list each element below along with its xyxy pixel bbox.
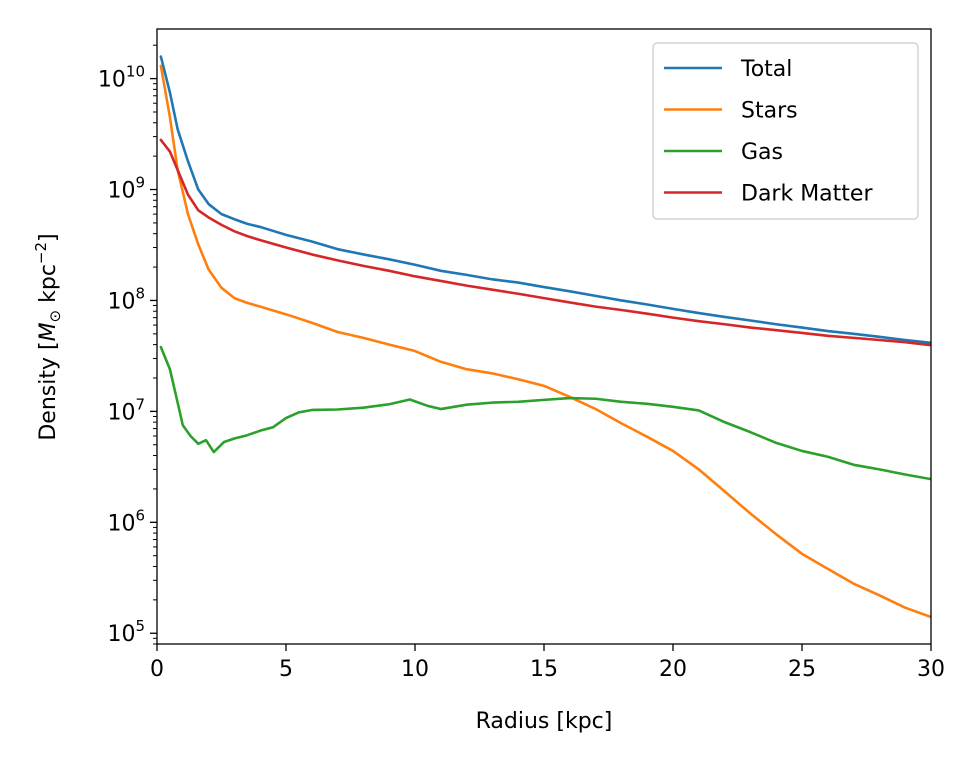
y-axis-title-symbol: M [36, 322, 61, 341]
x-tick-label: 0 [150, 657, 164, 682]
y-tick-label-exponent: 9 [135, 174, 145, 192]
x-tick-label: 25 [788, 657, 816, 682]
y-tick-label-exponent: 6 [135, 506, 145, 524]
y-tick-label: 107 [107, 395, 145, 425]
series-line-stars [159, 64, 931, 619]
x-tick-label: 15 [530, 657, 558, 682]
y-axis-title-suffix: ] [36, 233, 61, 242]
series-line-gas [159, 345, 931, 481]
y-tick-label: 105 [107, 617, 145, 647]
y-tick-label-exponent: 7 [135, 395, 145, 413]
x-tick-label: 30 [917, 657, 945, 682]
y-tick-label: 109 [107, 174, 145, 204]
legend-label: Gas [741, 140, 783, 165]
y-tick-label-exponent: 8 [135, 284, 145, 302]
x-tick-label: 5 [279, 657, 293, 682]
y-tick-label-exponent: 10 [126, 63, 145, 81]
y-axis-title-exponent: −2 [32, 242, 50, 264]
series-line-dark-matter [159, 138, 931, 347]
y-axis-title-unit: kpc [36, 264, 61, 310]
legend-label: Stars [741, 99, 798, 124]
legend-label: Total [740, 57, 792, 82]
legend-entries: Total Stars Gas Dark Matter [664, 57, 873, 207]
x-axis-title: Radius [kpc] [476, 709, 613, 734]
y-tick-label-exponent: 5 [135, 617, 145, 635]
series-line-total [159, 55, 931, 345]
y-tick-label-base: 10 [107, 400, 135, 425]
y-tick-label-base: 10 [107, 622, 135, 647]
legend-box [652, 42, 919, 220]
y-axis-title-subscript: ⊙ [46, 310, 64, 323]
y-axis-title-prefix: Density [ [36, 341, 61, 440]
x-axis: 0 5 10 15 20 25 30 [150, 644, 945, 682]
x-tick-label: 10 [401, 657, 429, 682]
y-tick-label-base: 10 [98, 68, 126, 93]
y-tick-label: 106 [107, 506, 145, 536]
y-axis-title: Density [M⊙ kpc−2] [32, 233, 64, 440]
y-tick-label-base: 10 [107, 289, 135, 314]
legend-label: Dark Matter [741, 182, 873, 207]
x-tick-label: 20 [659, 657, 687, 682]
y-tick-label: 108 [107, 284, 145, 314]
y-tick-label: 1010 [98, 63, 145, 93]
y-tick-label-base: 10 [107, 179, 135, 204]
legend: Total Stars Gas Dark Matter [652, 42, 919, 220]
y-tick-label-base: 10 [107, 511, 135, 536]
series-layer [159, 55, 931, 619]
